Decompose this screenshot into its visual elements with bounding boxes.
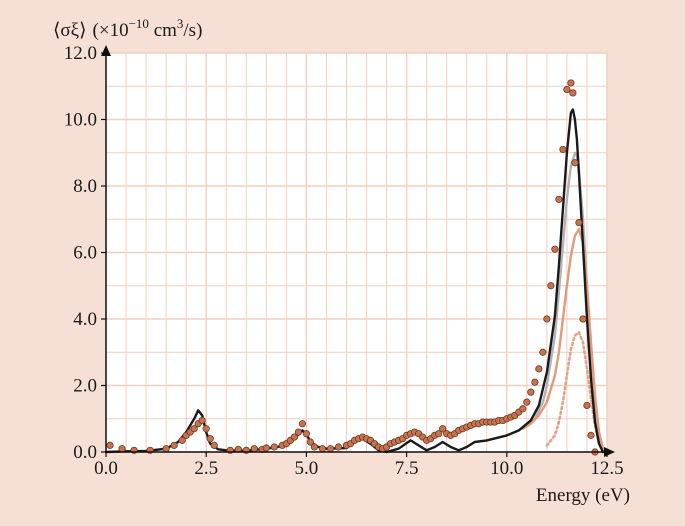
x-tick-label: 5.0 <box>295 458 319 479</box>
x-tick-label: 7.5 <box>395 458 419 479</box>
data-point-marker <box>539 348 547 356</box>
y-tick-label: 8.0 <box>73 176 97 197</box>
data-point-marker <box>547 282 555 290</box>
y-tick-label: 10.0 <box>64 110 97 131</box>
data-point-marker <box>306 438 315 446</box>
data-point-marker <box>198 416 206 425</box>
data-point-marker <box>118 445 126 453</box>
data-point-marker <box>569 89 577 97</box>
data-point-marker <box>270 443 278 451</box>
y-tick-label: 2.0 <box>73 376 97 397</box>
data-point-marker <box>178 436 186 444</box>
y-tick-label: 12.0 <box>64 43 97 64</box>
data-point-marker <box>170 441 178 449</box>
data-point-marker <box>563 85 571 94</box>
data-point-marker <box>519 405 527 413</box>
data-point-marker <box>334 443 343 451</box>
data-point-marker <box>523 398 531 406</box>
data-point-marker <box>202 425 210 433</box>
data-point-marker <box>559 145 567 154</box>
data-point-marker <box>294 428 302 436</box>
y-axis-title-factor-exponent: −10 <box>129 16 149 31</box>
series-orange-line <box>521 228 605 450</box>
y-axis-title-unit: cm <box>149 20 177 41</box>
x-axis-title: Energy (eV) <box>536 485 630 506</box>
data-point-marker <box>310 443 319 451</box>
x-tick-label: 0.0 <box>94 458 118 479</box>
data-point-marker <box>439 425 447 433</box>
data-point-marker <box>290 433 298 441</box>
x-tick-label: 2.5 <box>194 458 218 479</box>
data-point-marker <box>190 425 198 433</box>
y-axis-title-unit-exponent: 3 <box>177 16 184 31</box>
data-point-marker <box>206 435 214 443</box>
data-point-marker <box>583 401 591 410</box>
y-axis-arrow-icon <box>101 45 111 56</box>
y-axis-title-factor: (×10 <box>93 20 129 41</box>
data-point-marker <box>326 445 335 453</box>
data-point-marker <box>298 420 306 428</box>
data-point-marker <box>106 441 114 449</box>
data-point-marker <box>162 445 170 453</box>
data-point-marker <box>302 430 310 438</box>
data-point-marker <box>579 315 587 323</box>
data-point-marker <box>587 431 595 439</box>
x-tick-label: 10.0 <box>490 458 523 479</box>
data-point-marker <box>555 195 563 203</box>
data-point-marker <box>318 445 327 453</box>
data-point-marker <box>527 388 535 396</box>
data-point-marker <box>567 79 575 87</box>
y-tick-label: 4.0 <box>73 309 97 330</box>
data-point-marker <box>575 218 583 227</box>
y-tick-label: 0.0 <box>73 442 97 463</box>
data-point-marker <box>262 444 270 452</box>
data-point-marker <box>531 378 539 386</box>
data-point-marker <box>543 315 551 323</box>
data-point-marker <box>535 365 543 373</box>
x-tick-label: 12.5 <box>590 458 623 479</box>
y-axis-title-unit-tail: /s) <box>183 20 202 41</box>
x-axis-arrow-icon <box>604 447 615 457</box>
y-axis-title: ⟨σξ⟩ (×10−10 cm3/s) <box>53 16 202 41</box>
data-point-marker <box>250 445 258 453</box>
data-point-marker <box>210 441 218 449</box>
data-point-marker <box>571 159 579 167</box>
y-tick-label: 6.0 <box>73 243 97 264</box>
data-point-marker <box>435 430 443 438</box>
data-point-marker <box>551 245 559 253</box>
y-axis-title-quantity: ⟨σξ⟩ <box>53 20 87 41</box>
